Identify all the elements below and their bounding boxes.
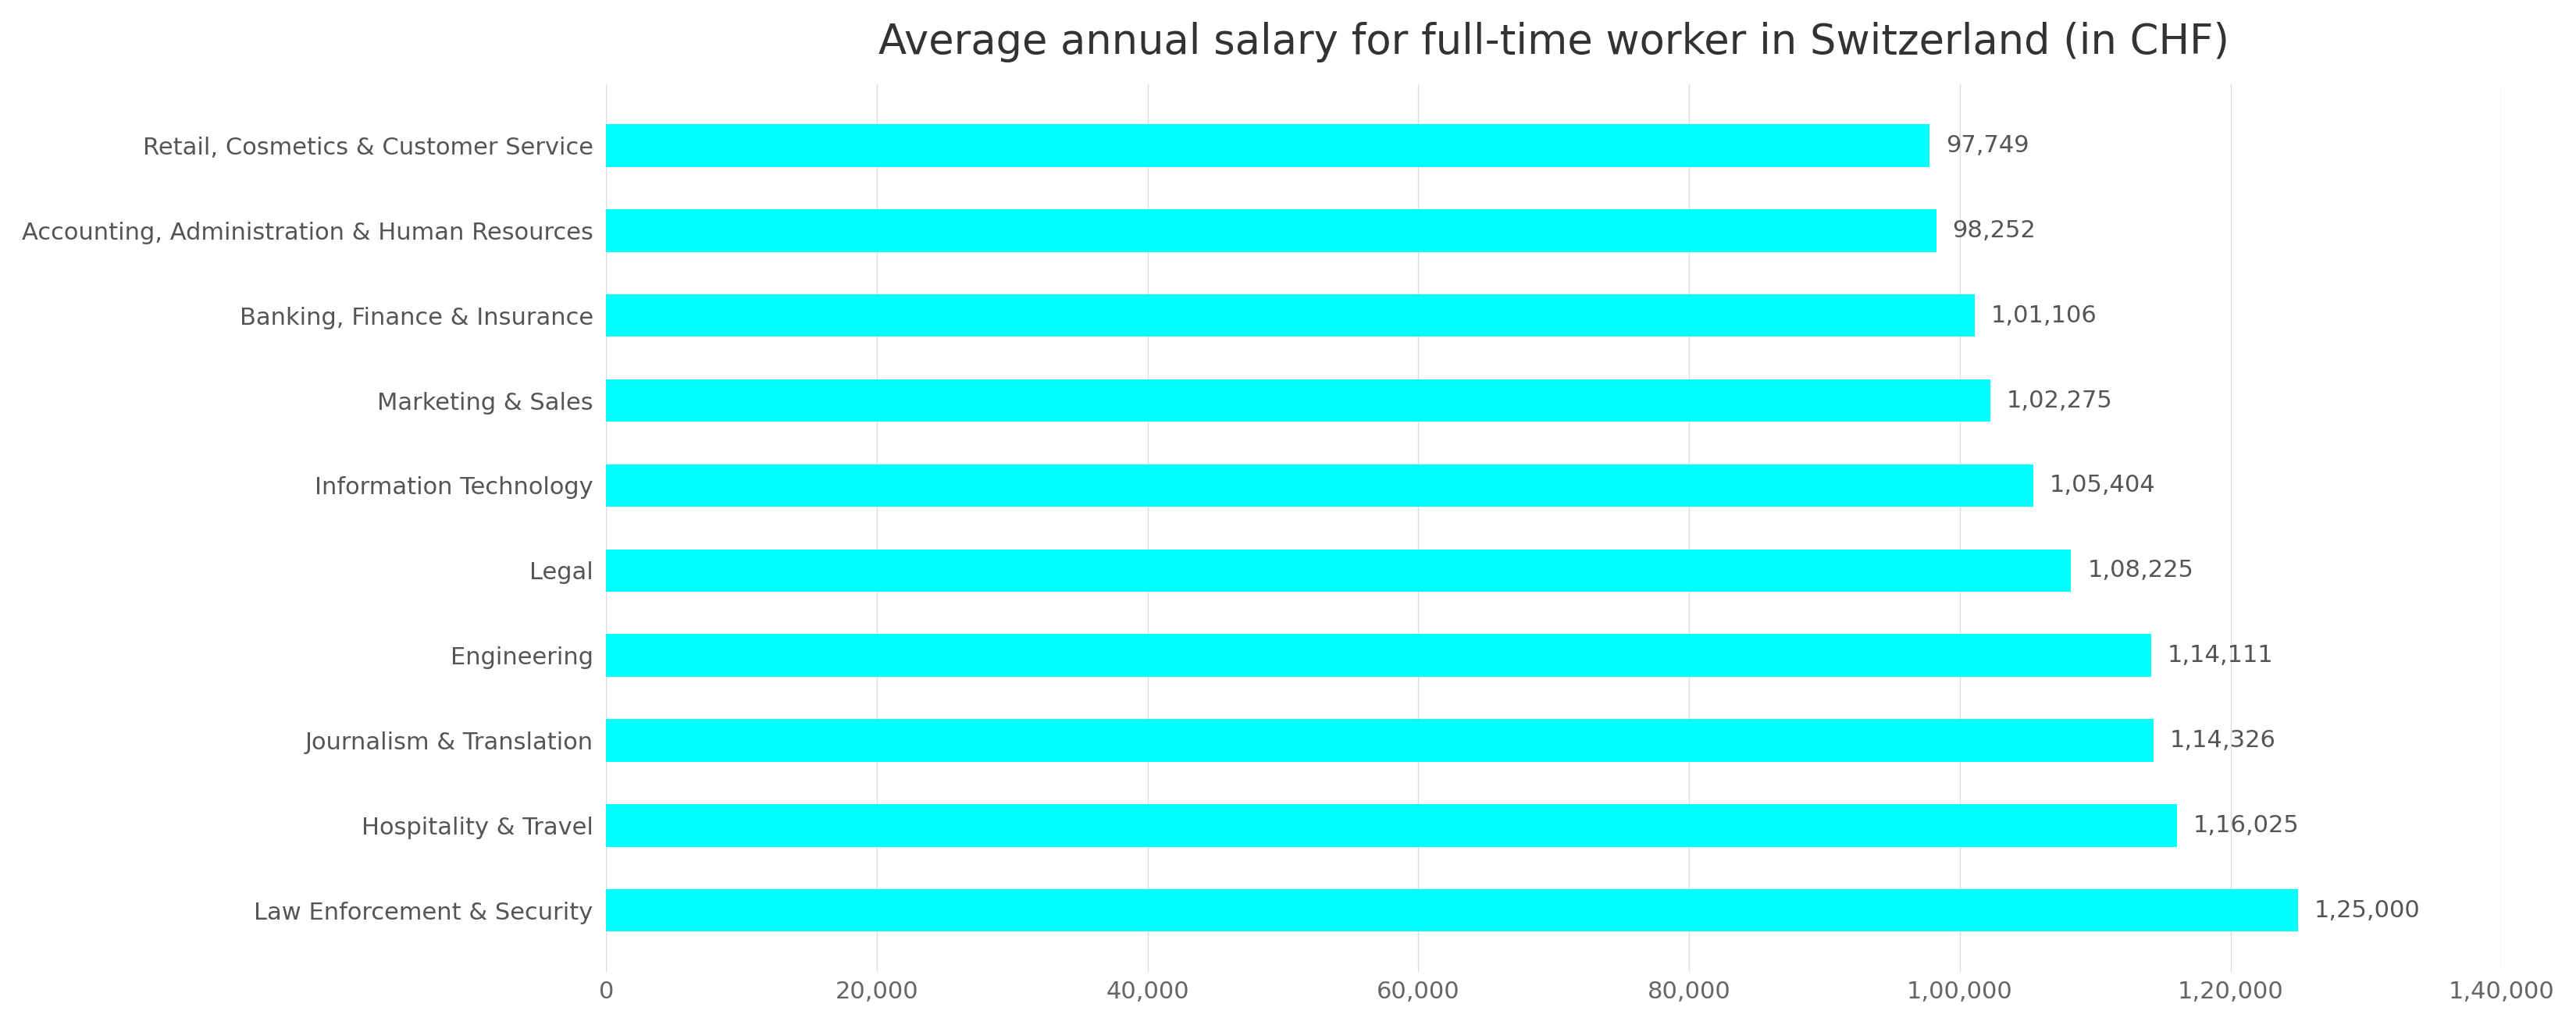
Bar [605,464,2032,506]
Bar [605,549,2071,591]
Text: 1,08,225: 1,08,225 [2087,560,2195,582]
Bar [605,634,2151,676]
Text: 1,02,275: 1,02,275 [2007,390,2112,412]
Text: 1,16,025: 1,16,025 [2192,814,2298,836]
Text: 1,25,000: 1,25,000 [2313,899,2421,921]
Bar [605,294,1976,337]
Text: 1,14,111: 1,14,111 [2166,644,2272,667]
Bar [605,209,1937,252]
Text: 1,14,326: 1,14,326 [2169,729,2277,751]
Bar [605,805,2177,847]
Bar [605,124,1929,167]
Text: 98,252: 98,252 [1953,219,2035,242]
Text: 97,749: 97,749 [1945,134,2030,157]
Bar [605,379,1991,422]
Text: 1,05,404: 1,05,404 [2050,475,2156,497]
Text: 1,01,106: 1,01,106 [1991,304,2097,327]
Bar [605,720,2154,762]
Title: Average annual salary for full-time worker in Switzerland (in CHF): Average annual salary for full-time work… [878,22,2228,63]
Bar [605,889,2298,932]
